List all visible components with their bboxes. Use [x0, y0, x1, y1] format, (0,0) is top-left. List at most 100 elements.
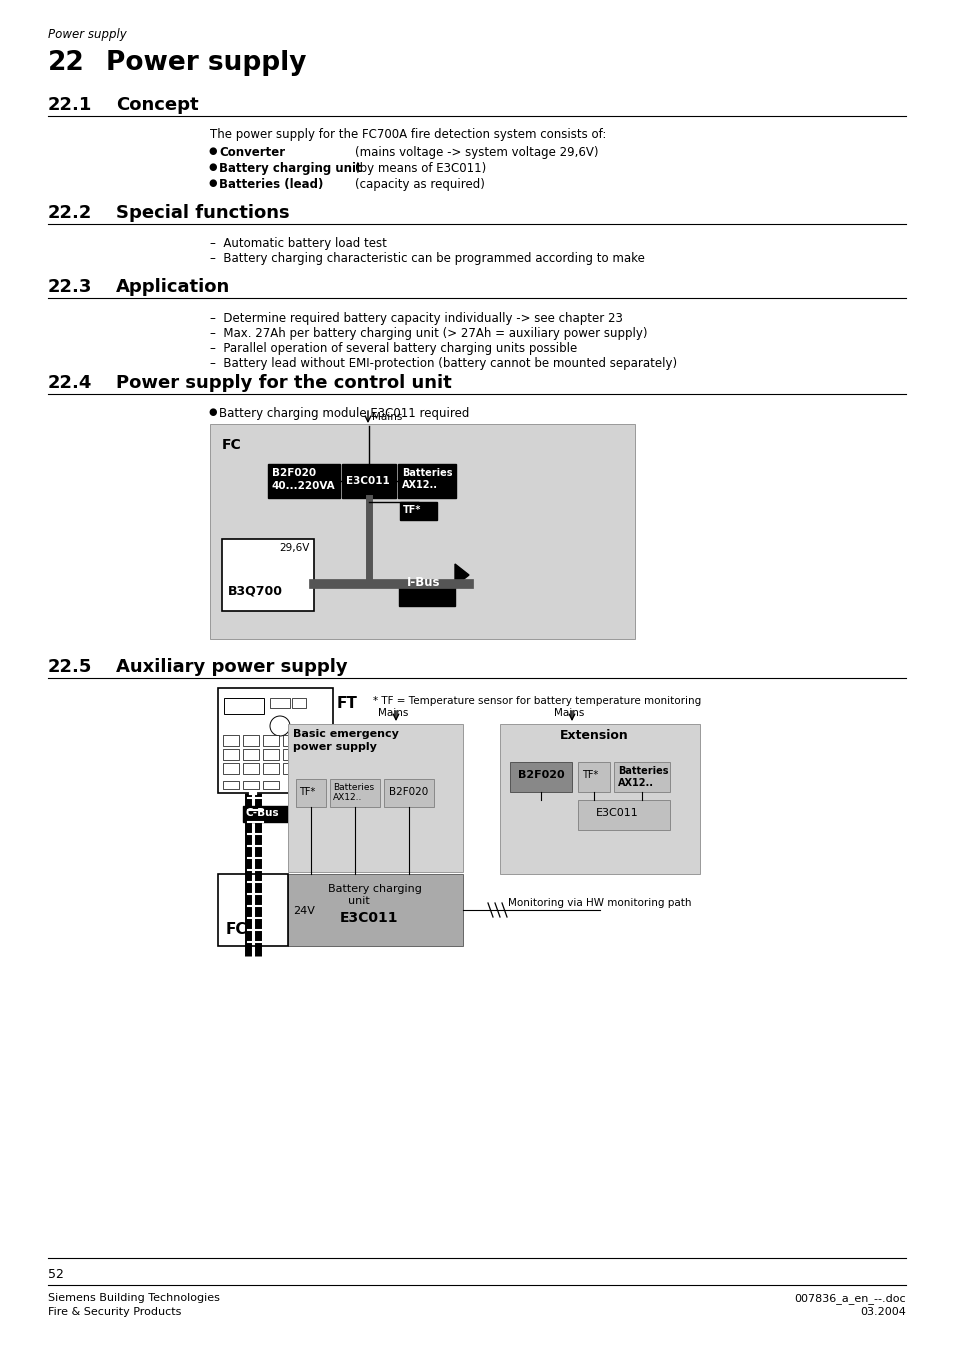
Text: Converter: Converter — [219, 146, 285, 159]
Bar — [292, 698, 306, 708]
Bar — [283, 735, 298, 746]
Text: Monitoring via HW monitoring path: Monitoring via HW monitoring path — [507, 898, 691, 908]
Text: (capacity as required): (capacity as required) — [355, 178, 484, 190]
Bar — [223, 748, 239, 761]
Bar — [263, 735, 278, 746]
Text: TF*: TF* — [402, 505, 421, 515]
Bar — [243, 781, 258, 789]
Bar — [243, 735, 258, 746]
Text: ●: ● — [208, 178, 216, 188]
Bar — [243, 748, 258, 761]
Text: AX12..: AX12.. — [333, 793, 362, 802]
Text: E3C011: E3C011 — [596, 808, 639, 817]
Bar — [288, 724, 462, 871]
Bar — [243, 763, 258, 774]
Bar — [330, 780, 379, 807]
Text: 007836_a_en_--.doc: 007836_a_en_--.doc — [794, 1293, 905, 1304]
Text: –  Battery lead without EMI-protection (battery cannot be mounted separately): – Battery lead without EMI-protection (b… — [210, 357, 677, 370]
Bar — [223, 763, 239, 774]
Text: B2F020: B2F020 — [389, 788, 428, 797]
Text: E3C011: E3C011 — [339, 911, 398, 925]
Bar — [398, 584, 455, 607]
Bar — [341, 463, 395, 499]
Text: 22: 22 — [48, 50, 85, 76]
Text: ●: ● — [208, 146, 216, 155]
Text: Extension: Extension — [559, 730, 628, 742]
Bar — [270, 698, 290, 708]
Text: The power supply for the FC700A fire detection system consists of:: The power supply for the FC700A fire det… — [210, 128, 606, 141]
Text: Power supply: Power supply — [48, 28, 127, 41]
Bar — [578, 800, 669, 830]
Text: Mains: Mains — [554, 708, 584, 717]
Bar — [243, 807, 293, 821]
Text: B3Q700: B3Q700 — [228, 585, 283, 598]
Text: FC: FC — [226, 921, 247, 938]
Text: Power supply: Power supply — [106, 50, 306, 76]
Bar — [222, 539, 314, 611]
Bar — [303, 763, 318, 774]
Text: Auxiliary power supply: Auxiliary power supply — [116, 658, 347, 676]
Text: Battery charging: Battery charging — [328, 884, 421, 894]
Text: I-Bus: I-Bus — [407, 576, 440, 589]
Text: Batteries: Batteries — [618, 766, 668, 775]
Text: AX12..: AX12.. — [401, 480, 437, 490]
Bar — [263, 748, 278, 761]
Text: Special functions: Special functions — [116, 204, 290, 222]
Bar — [218, 688, 333, 793]
Text: ●: ● — [208, 407, 216, 417]
Circle shape — [270, 716, 290, 736]
Text: C-Bus: C-Bus — [246, 808, 279, 817]
Bar — [283, 763, 298, 774]
Text: –  Automatic battery load test: – Automatic battery load test — [210, 236, 387, 250]
Text: –  Determine required battery capacity individually -> see chapter 23: – Determine required battery capacity in… — [210, 312, 622, 326]
Text: Batteries (lead): Batteries (lead) — [219, 178, 323, 190]
Text: power supply: power supply — [293, 742, 376, 753]
Text: 22.5: 22.5 — [48, 658, 92, 676]
Text: TF*: TF* — [298, 788, 314, 797]
Bar — [210, 424, 635, 639]
Text: –  Battery charging characteristic can be programmed according to make: – Battery charging characteristic can be… — [210, 253, 644, 265]
Text: Batteries: Batteries — [401, 467, 452, 478]
Text: 24V: 24V — [293, 907, 314, 916]
Text: B2F020: B2F020 — [272, 467, 315, 478]
Text: 40...220VA: 40...220VA — [272, 481, 335, 490]
Bar — [295, 780, 326, 807]
Text: E3C011: E3C011 — [346, 476, 390, 486]
Text: Battery charging module E3C011 required: Battery charging module E3C011 required — [219, 407, 469, 420]
Text: Mains: Mains — [377, 708, 408, 717]
Bar — [288, 874, 462, 946]
Text: 22.2: 22.2 — [48, 204, 92, 222]
Text: Mains: Mains — [372, 412, 402, 422]
Bar — [223, 735, 239, 746]
Text: 29,6V: 29,6V — [279, 543, 310, 553]
Text: 22.3: 22.3 — [48, 278, 92, 296]
Text: FT: FT — [336, 696, 357, 711]
Text: Batteries: Batteries — [333, 784, 374, 792]
Bar — [399, 503, 436, 520]
Bar — [268, 463, 339, 499]
Text: Fire & Security Products: Fire & Security Products — [48, 1306, 181, 1317]
Text: 22.4: 22.4 — [48, 374, 92, 392]
Bar — [223, 781, 239, 789]
Text: unit: unit — [348, 896, 370, 907]
Text: (mains voltage -> system voltage 29,6V): (mains voltage -> system voltage 29,6V) — [355, 146, 598, 159]
Text: –  Max. 27Ah per battery charging unit (> 27Ah = auxiliary power supply): – Max. 27Ah per battery charging unit (>… — [210, 327, 647, 340]
Text: Application: Application — [116, 278, 230, 296]
Bar — [218, 874, 288, 946]
Text: Concept: Concept — [116, 96, 198, 113]
Text: (by means of E3C011): (by means of E3C011) — [355, 162, 486, 176]
Bar — [283, 748, 298, 761]
Bar — [397, 463, 456, 499]
Text: –  Parallel operation of several battery charging units possible: – Parallel operation of several battery … — [210, 342, 577, 355]
Text: Power supply for the control unit: Power supply for the control unit — [116, 374, 452, 392]
Bar — [384, 780, 434, 807]
Text: FC: FC — [222, 438, 241, 453]
Text: AX12..: AX12.. — [618, 778, 654, 788]
Bar — [614, 762, 669, 792]
Text: Battery charging unit: Battery charging unit — [219, 162, 361, 176]
Text: Basic emergency: Basic emergency — [293, 730, 398, 739]
Text: 03.2004: 03.2004 — [860, 1306, 905, 1317]
Bar — [224, 698, 264, 713]
Bar — [263, 781, 278, 789]
Bar — [263, 763, 278, 774]
